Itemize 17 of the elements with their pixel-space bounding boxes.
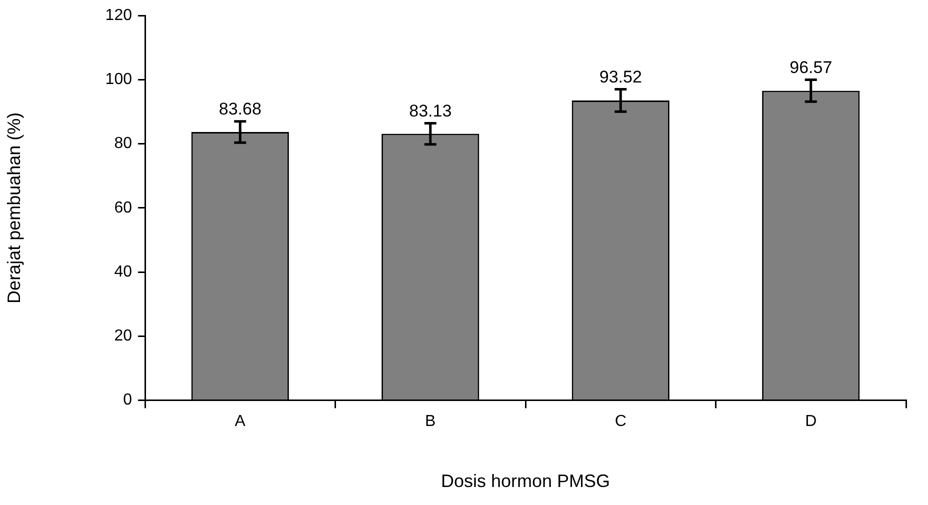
y-tick-label: 0: [123, 392, 132, 409]
y-tick-label: 60: [114, 199, 132, 216]
data-label: 93.52: [599, 67, 642, 86]
data-label: 83.13: [409, 101, 452, 120]
x-tick-label: C: [614, 413, 626, 430]
y-tick-label: 120: [105, 7, 132, 24]
y-axis-title: Derajat pembuahan (%): [4, 112, 24, 304]
y-tick-label: 20: [114, 328, 132, 345]
y-tick-label: 40: [114, 263, 132, 280]
x-axis-title: Dosis hormon PMSG: [440, 471, 610, 492]
y-tick-label: 100: [105, 71, 132, 88]
x-tick-label: D: [805, 413, 817, 430]
y-tick-label: 80: [114, 135, 132, 152]
x-tick-label: B: [425, 413, 436, 430]
x-tick-label: A: [234, 413, 246, 430]
data-label: 83.68: [218, 100, 262, 119]
data-label: 96.57: [790, 58, 832, 77]
